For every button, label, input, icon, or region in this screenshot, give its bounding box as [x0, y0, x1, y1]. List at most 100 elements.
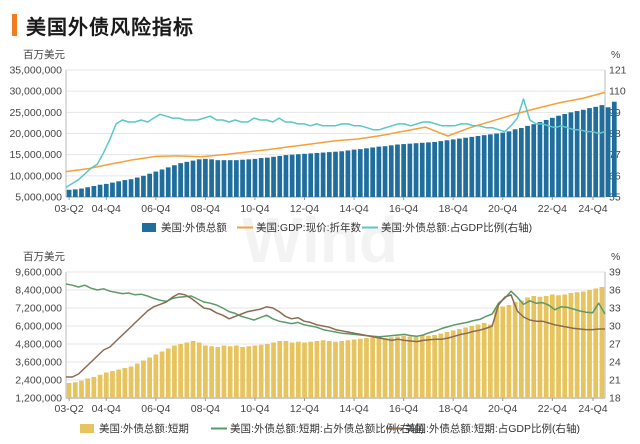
top-x-tick-label: 12-Q4	[290, 203, 319, 215]
bottom-x-tick-label: 18-Q4	[439, 403, 468, 415]
top-x-tick-label: 24-Q4	[578, 203, 607, 215]
top-bar	[556, 115, 561, 197]
bottom-bar	[91, 377, 97, 398]
top-bar	[209, 159, 214, 197]
bottom-bar	[97, 374, 103, 398]
bottom-x-tick-label: 03-Q2	[55, 403, 84, 415]
bottom-bar	[190, 341, 196, 398]
top-bar	[190, 160, 196, 197]
bottom-bar	[568, 293, 574, 398]
top-bar	[178, 163, 183, 197]
top-bar	[122, 180, 128, 197]
bottom-bar	[500, 306, 506, 398]
top-bar	[450, 139, 456, 197]
top-left-unit: 百万美元	[23, 48, 65, 61]
top-bar	[444, 140, 450, 197]
top-bar	[419, 142, 425, 197]
top-bar	[240, 159, 245, 197]
bottom-bar	[326, 341, 332, 398]
top-y-right-tick: 55	[609, 192, 621, 204]
bottom-bar	[574, 292, 580, 398]
top-bar	[500, 132, 506, 197]
top-bar	[320, 152, 326, 197]
bottom-y-left-tick: 8,400,000	[15, 285, 62, 297]
bottom-bar	[556, 295, 561, 398]
top-bar	[221, 160, 227, 197]
top-bar	[599, 105, 605, 197]
top-bar	[203, 158, 208, 197]
top-bar	[494, 133, 499, 197]
bottom-left-unit: 百万美元	[23, 250, 65, 263]
bottom-y-right-tick: 27	[609, 339, 621, 351]
bottom-x-tick-label: 06-Q4	[141, 403, 170, 415]
top-bar	[196, 159, 202, 197]
bottom-y-right-tick: 21	[609, 375, 621, 387]
top-bar	[283, 155, 289, 197]
bottom-legend-swatch	[80, 424, 94, 433]
bottom-bar	[562, 294, 568, 398]
top-bar	[85, 187, 91, 197]
top-bar	[506, 131, 512, 197]
bottom-bar	[264, 344, 270, 398]
top-bar	[277, 155, 283, 197]
top-x-tick-label: 20-Q4	[488, 203, 517, 215]
bottom-bar	[543, 296, 549, 398]
bottom-y-left-tick: 7,200,000	[15, 303, 62, 315]
top-bar	[308, 153, 314, 197]
top-bar	[519, 127, 524, 197]
top-bar	[302, 153, 307, 197]
bottom-bar	[153, 354, 159, 398]
top-bar	[357, 149, 363, 197]
bottom-bar	[66, 383, 72, 398]
bottom-y-right-tick: 39	[609, 267, 621, 279]
top-bar	[97, 184, 103, 197]
bottom-bar	[234, 345, 239, 398]
bottom-bar	[302, 342, 307, 398]
bottom-bar	[240, 347, 245, 398]
bottom-legend-label: 美国:外债总额:短期:占外债总额比例(右轴)	[230, 422, 424, 435]
top-bar	[234, 160, 239, 197]
top-bar	[345, 150, 351, 197]
bottom-bar	[258, 344, 264, 398]
bottom-x-tick-label: 14-Q4	[339, 403, 368, 415]
bottom-y-right-tick: 24	[609, 357, 621, 369]
top-x-tick-label: 08-Q4	[191, 203, 220, 215]
top-bar	[79, 188, 84, 197]
bottom-legend-label: 美国:外债总额:短期	[99, 422, 189, 435]
top-bar	[258, 158, 264, 197]
bottom-bar	[457, 329, 462, 398]
top-bar	[593, 106, 599, 197]
bottom-right-unit: %	[611, 251, 620, 263]
top-bar	[376, 146, 382, 197]
bottom-y-right-tick: 36	[609, 285, 621, 297]
bottom-bar	[72, 382, 78, 398]
bottom-x-tick-label: 20-Q4	[488, 403, 517, 415]
bottom-bar	[357, 338, 363, 398]
bottom-bar	[283, 341, 289, 398]
top-bar	[289, 154, 295, 197]
bottom-bar	[419, 335, 425, 398]
bottom-y-left-tick: 9,600,000	[15, 267, 62, 279]
top-bar	[562, 114, 568, 197]
top-x-tick-label: 16-Q4	[389, 203, 418, 215]
top-bar	[438, 141, 444, 197]
bottom-bar	[209, 346, 214, 398]
top-bar	[543, 119, 549, 197]
top-bar	[326, 152, 332, 197]
watermark-text: Wind	[242, 204, 398, 276]
bottom-bar	[277, 341, 283, 398]
bottom-series-line-2	[66, 292, 605, 378]
bottom-bar	[488, 324, 493, 398]
bottom-bar	[203, 345, 208, 398]
top-y-left-tick: 30,000,000	[9, 86, 62, 98]
top-bar	[370, 147, 376, 197]
top-bar	[531, 124, 537, 197]
bottom-bar	[587, 290, 592, 398]
top-legend-label: 美国:外债总额	[161, 221, 227, 234]
top-x-tick-label: 22-Q4	[538, 203, 567, 215]
bottom-bar	[426, 335, 431, 398]
bottom-series-line-1	[65, 283, 606, 338]
bottom-bar	[345, 340, 351, 398]
bottom-y-right-tick: 30	[609, 321, 621, 333]
top-bar	[116, 181, 122, 197]
